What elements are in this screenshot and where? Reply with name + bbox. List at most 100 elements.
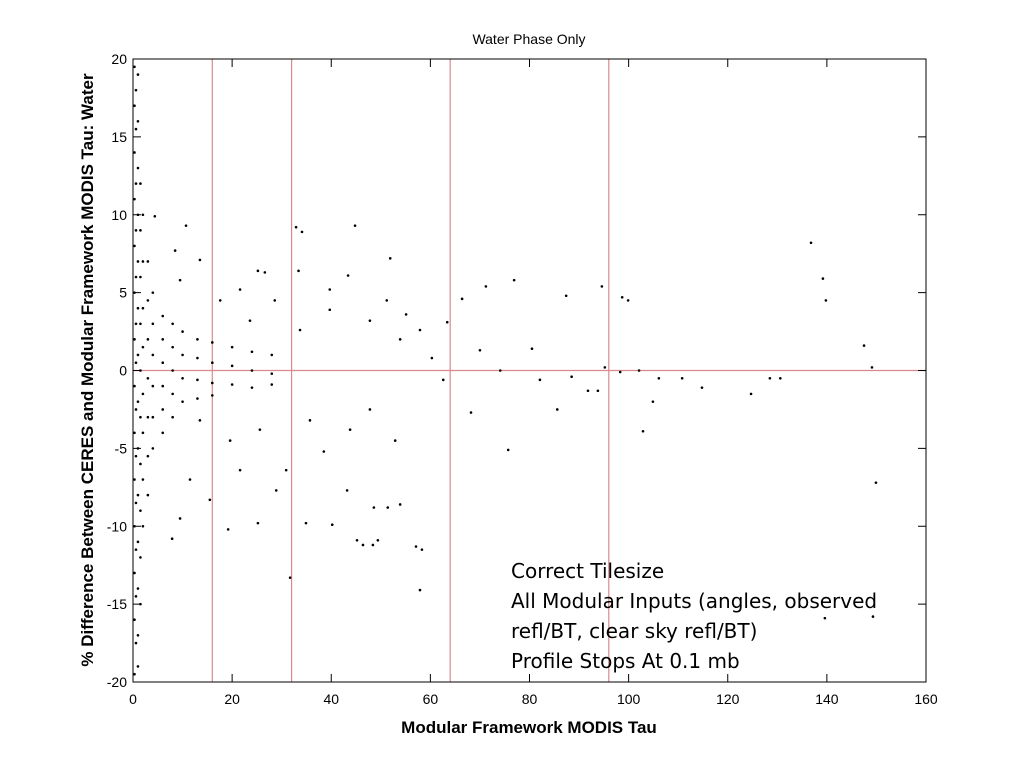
point [136, 400, 140, 403]
chart-title: Water Phase Only [472, 31, 585, 47]
point [136, 120, 140, 123]
point [469, 411, 473, 414]
point [141, 260, 145, 263]
point [371, 543, 375, 547]
point [136, 353, 140, 357]
y-tick-label: -5 [115, 440, 128, 456]
point [258, 428, 262, 431]
point [134, 275, 138, 279]
point [211, 381, 214, 385]
point [821, 277, 825, 280]
point [355, 538, 359, 542]
annotation: Correct Tilesize [511, 559, 664, 583]
point [151, 322, 155, 326]
point [586, 389, 590, 393]
x-tick-label: 60 [423, 691, 439, 707]
point [506, 448, 510, 452]
point [372, 506, 376, 509]
point [445, 320, 449, 324]
point [196, 356, 199, 360]
point [256, 269, 260, 273]
point [294, 225, 298, 229]
point [248, 319, 252, 322]
point [139, 182, 142, 185]
point [226, 528, 230, 531]
point [161, 384, 165, 388]
point [171, 369, 174, 372]
point [768, 376, 772, 380]
point [133, 65, 136, 69]
point [270, 372, 274, 375]
y-axis-label: % Difference Between CERES and Modular F… [78, 73, 97, 667]
point [230, 345, 234, 349]
point [570, 375, 573, 379]
point [141, 306, 145, 310]
x-tick-label: 40 [323, 691, 339, 707]
point [385, 299, 389, 302]
point [161, 431, 165, 435]
point [133, 618, 136, 621]
point [133, 431, 136, 435]
point [133, 104, 136, 108]
y-tick-label: 0 [119, 363, 127, 379]
point [270, 353, 274, 357]
point [298, 328, 302, 332]
point [141, 478, 145, 481]
point [238, 288, 242, 291]
point [274, 489, 278, 492]
point [136, 493, 140, 497]
point [230, 364, 234, 368]
point [270, 383, 274, 386]
point [151, 415, 155, 419]
point [564, 294, 568, 298]
point [596, 389, 600, 393]
point [181, 353, 184, 357]
point [328, 308, 332, 312]
point [651, 400, 655, 403]
point [134, 361, 138, 365]
point [133, 151, 136, 154]
y-tick-label: -20 [107, 674, 127, 690]
point [398, 338, 402, 341]
point [133, 571, 136, 575]
point [388, 257, 392, 260]
point [250, 350, 254, 354]
point [133, 478, 136, 481]
point [250, 369, 254, 372]
point [256, 521, 260, 525]
point [134, 454, 138, 458]
annotation: All Modular Inputs (angles, observed [511, 589, 877, 613]
point [133, 197, 136, 201]
point [871, 615, 875, 618]
point [184, 224, 188, 227]
point [134, 501, 138, 505]
point [151, 447, 155, 450]
point [512, 278, 516, 282]
point [134, 322, 138, 326]
point [824, 299, 828, 302]
point [414, 545, 418, 548]
point [393, 439, 397, 442]
point [778, 376, 782, 380]
y-tick-label: -10 [107, 518, 127, 534]
point [874, 481, 878, 484]
point [441, 378, 445, 382]
point [626, 299, 630, 302]
point [700, 386, 704, 389]
point [146, 260, 150, 263]
point [171, 415, 174, 419]
point [141, 392, 145, 396]
point [139, 322, 142, 326]
point [196, 338, 199, 341]
point [161, 314, 165, 318]
point [139, 462, 142, 466]
point [418, 588, 422, 592]
point [161, 361, 165, 365]
point [151, 384, 155, 388]
point [146, 493, 150, 497]
point [398, 503, 402, 506]
point [478, 348, 482, 352]
x-tick-label: 0 [129, 691, 137, 707]
